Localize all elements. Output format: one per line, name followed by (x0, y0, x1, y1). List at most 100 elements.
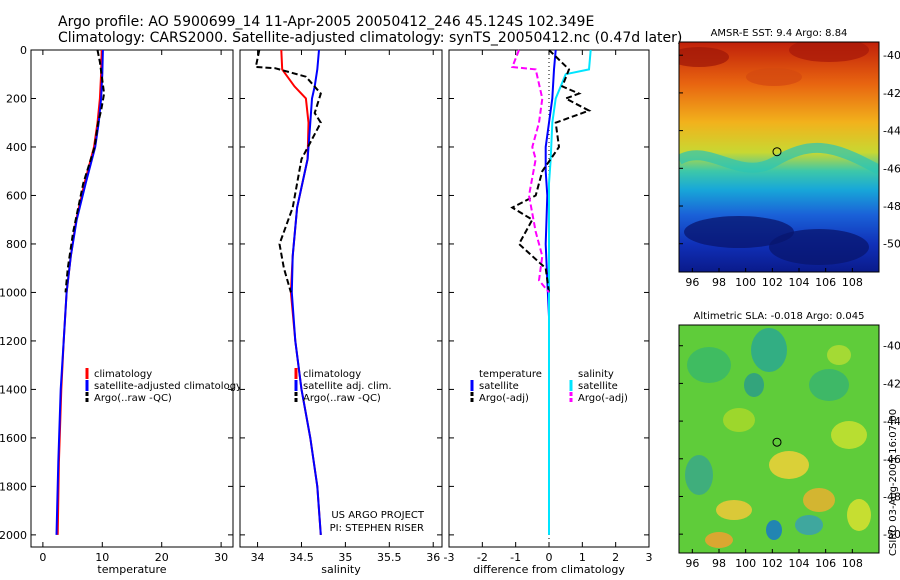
map-x-tick-label: 100 (735, 557, 756, 570)
x-tick-label: 2 (612, 551, 619, 564)
temperature-panel: 0 10 20 30 0 200 400 600 800 1000 1200 1400 1600 1800… (0, 44, 242, 576)
map-x-tick-label: 106 (815, 557, 836, 570)
map-y-tick-label: -46 (883, 162, 900, 175)
legend-label: satellite-adjusted climatology (94, 381, 242, 392)
map-y-tick-label: -40 (883, 49, 900, 62)
legend-label: satellite (479, 381, 519, 392)
legend-label: Argo(..raw -QC) (303, 393, 381, 404)
map-y-tick-label: -42 (883, 377, 900, 390)
x-axis-label: temperature (97, 563, 166, 576)
x-tick-label: 1 (579, 551, 586, 564)
sst-patch (789, 42, 869, 62)
sla-patch (687, 347, 731, 383)
series-line (254, 49, 322, 293)
sla-patch (705, 532, 733, 548)
x-tick-label: 34.5 (289, 551, 314, 564)
y-tick-label: 0 (20, 44, 27, 57)
map-x-tick-label: 108 (842, 557, 863, 570)
y-tick-label: 1000 (0, 286, 27, 299)
sla-patch (831, 421, 867, 449)
project-annotation: US ARGO PROJECT (331, 510, 425, 521)
x-tick-label: 3 (646, 551, 653, 564)
x-tick-label: -1 (510, 551, 521, 564)
y-tick-label: 1800 (0, 480, 27, 493)
x-tick-label: 10 (95, 551, 109, 564)
legend-label: satellite (578, 381, 618, 392)
sla-patch (716, 500, 752, 520)
map-title: Altimetric SLA: -0.018 Argo: 0.045 (694, 311, 865, 322)
y-tick-label: 800 (6, 238, 27, 251)
map-y-tick-label: -50 (883, 528, 900, 541)
map-x-tick-label: 98 (712, 276, 726, 289)
map-title: AMSR-E SST: 9.4 Argo: 8.84 (711, 28, 848, 39)
x-tick-label: 34 (251, 551, 265, 564)
map-x-tick-label: 102 (762, 276, 783, 289)
sla-patch (766, 520, 782, 540)
map-field (679, 42, 879, 272)
x-tick-label: 30 (214, 551, 228, 564)
series-line (510, 49, 550, 294)
map-x-tick-label: 102 (762, 557, 783, 570)
y-tick-label: 1600 (0, 432, 27, 445)
series-line (64, 49, 106, 293)
x-tick-label: 36 (426, 551, 440, 564)
x-tick-label: -2 (477, 551, 488, 564)
map-x-tick-label: 108 (842, 276, 863, 289)
sla-patch (827, 345, 851, 365)
series-line (510, 49, 592, 293)
map-x-tick-label: 106 (815, 276, 836, 289)
map-y-tick-label: -50 (883, 238, 900, 251)
x-tick-label: 35.5 (377, 551, 402, 564)
map-x-tick-label: 98 (712, 557, 726, 570)
y-tick-label: 400 (6, 141, 27, 154)
y-tick-label: 200 (6, 92, 27, 105)
x-tick-label: 0 (546, 551, 553, 564)
legend-label: Argo(-adj) (578, 393, 628, 404)
figure-title-line1: Argo profile: AO 5900699_14 11-Apr-2005 … (58, 14, 595, 30)
map-x-tick-label: 100 (735, 276, 756, 289)
x-tick-label: 20 (155, 551, 169, 564)
float-location-marker (772, 147, 782, 157)
figure-title-line2: Climatology: CARS2000. Satellite-adjuste… (58, 30, 683, 46)
map-x-tick-label: 104 (789, 276, 810, 289)
legend-label: Argo(..raw -QC) (94, 393, 172, 404)
map-y-tick-label: -48 (883, 200, 900, 213)
map-frame (678, 41, 880, 273)
sla-patch (751, 328, 787, 372)
sla-patch (744, 373, 764, 397)
sla-patch (685, 455, 713, 495)
plot-frame (239, 49, 443, 548)
sla-patch (803, 488, 835, 512)
map-y-tick-label: -44 (883, 125, 900, 138)
map-x-tick-label: 104 (789, 557, 810, 570)
map-frame (678, 324, 880, 554)
map-y-tick-label: -40 (883, 340, 900, 353)
plot-frame (30, 49, 234, 548)
x-axis-label: salinity (321, 563, 361, 576)
sst-front (679, 142, 879, 175)
legend-label: Argo(-adj) (479, 393, 529, 404)
map-y-tick-label: -46 (883, 453, 900, 466)
float-location-marker (772, 437, 782, 447)
map-y-tick-label: -44 (883, 415, 900, 428)
map-x-tick-label: 96 (685, 276, 699, 289)
series-line (290, 49, 322, 535)
map-y-tick-label: -42 (883, 87, 900, 100)
sla-patch (809, 369, 849, 401)
sla-patch (769, 451, 809, 479)
y-tick-label: 1400 (0, 383, 27, 396)
y-tick-label: 600 (6, 189, 27, 202)
map-y-tick-label: -48 (883, 490, 900, 503)
x-tick-label: -3 (444, 551, 455, 564)
sla-patch (723, 408, 755, 432)
sla-patch (795, 515, 823, 535)
legend-label: temperature (479, 369, 542, 380)
sst-patch (746, 68, 802, 86)
x-tick-label: 35 (338, 551, 352, 564)
sst-patch (769, 229, 869, 265)
y-tick-label: 1200 (0, 335, 27, 348)
y-tick-label: 2000 (0, 529, 27, 542)
x-axis-label: difference from climatology (473, 563, 625, 576)
x-tick-label: 0 (39, 551, 46, 564)
